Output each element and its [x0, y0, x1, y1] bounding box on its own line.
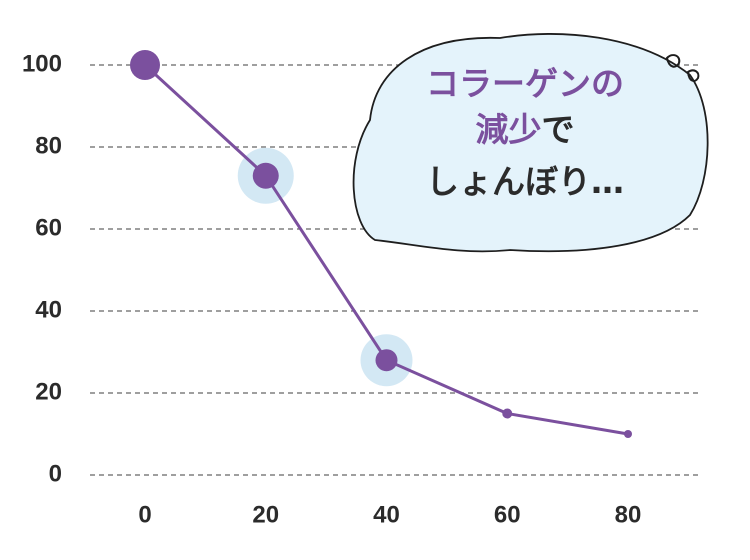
x-tick-label: 0 — [138, 501, 151, 528]
point — [375, 349, 398, 372]
y-tick-label: 20 — [35, 378, 62, 405]
x-tick-label: 80 — [615, 501, 642, 528]
sweat-drop — [665, 54, 700, 82]
y-tick-label: 100 — [22, 50, 62, 77]
point — [130, 50, 160, 80]
annotation-text: で — [542, 110, 575, 149]
y-tick-label: 60 — [35, 214, 62, 241]
point — [624, 430, 632, 438]
speech-bubble — [352, 33, 709, 253]
y-tick-label: 0 — [49, 460, 62, 487]
x-tick-label: 60 — [494, 501, 521, 528]
x-tick-label: 40 — [373, 501, 400, 528]
y-tick-label: 80 — [35, 132, 62, 159]
y-tick-label: 40 — [35, 296, 62, 323]
point — [502, 408, 513, 419]
point — [252, 162, 279, 189]
annotation-text: しょんぼり… — [426, 162, 624, 201]
x-tick-label: 20 — [252, 501, 279, 528]
annotation-text: コラーゲンの — [426, 64, 624, 103]
annotation-text: 減少 — [476, 110, 542, 149]
annotation: コラーゲンの減少でしょんぼり… — [426, 64, 624, 201]
plot — [130, 50, 632, 438]
